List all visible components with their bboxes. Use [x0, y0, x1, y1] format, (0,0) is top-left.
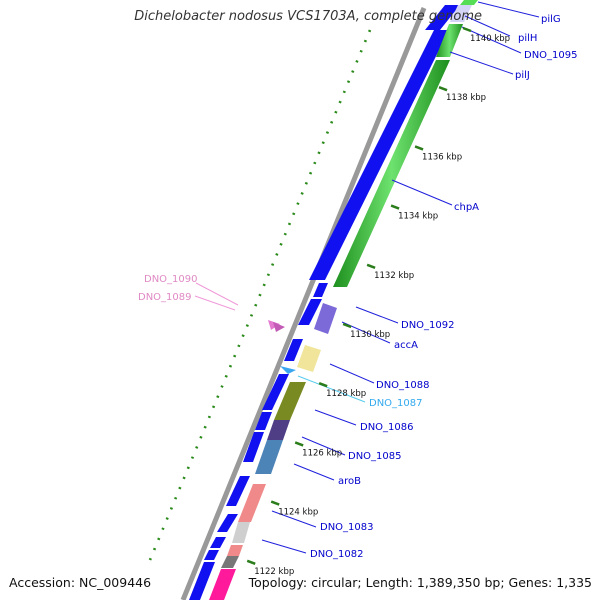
gene-label[interactable]: DNO_1090: [144, 274, 198, 285]
gene-feature: [226, 476, 250, 506]
gene-label[interactable]: chpA: [454, 202, 479, 213]
gene-label[interactable]: pilJ: [515, 70, 530, 81]
accession-text: Accession: NC_009446: [9, 575, 152, 590]
gene-labels: pilG pilH DNO_1095 pilJ chpA DNO_1092 ac…: [138, 14, 578, 560]
forward-strand-track: [209, 0, 478, 600]
reverse-strand-track: [189, 5, 460, 600]
gene-feature: [255, 440, 283, 474]
gene-feature: [267, 420, 290, 440]
scale-tick-label: 1136 kbp: [422, 152, 462, 162]
backbone-line: [180, 7, 427, 600]
pink-rna-feature: [273, 322, 285, 332]
gene-feature: [204, 550, 219, 560]
scale-tick-label: 1134 kbp: [398, 212, 438, 222]
gene-label[interactable]: DNO_1086: [360, 422, 414, 433]
gene-feature: [314, 303, 337, 334]
scale-tick: [342, 322, 352, 329]
gene-feature: [217, 514, 238, 532]
gene-feature: [436, 24, 463, 57]
gene-feature: [243, 432, 264, 462]
genome-summary-text: Topology: circular; Length: 1,389,350 bp…: [248, 575, 592, 590]
scale-tick-label: 1126 kbp: [302, 448, 342, 458]
gene-feature: [255, 412, 272, 430]
gene-feature: [189, 562, 215, 600]
scale-tick: [414, 145, 424, 151]
scale-tick: [438, 86, 448, 92]
scale-tick-label: 1132 kbp: [374, 271, 414, 281]
gene-label[interactable]: aroB: [338, 476, 361, 487]
scale-tick-label: 1128 kbp: [326, 389, 366, 399]
tick-scale: 1140 kbp 1138 kbp 1136 kbp 1134 kbp 1132 kbp…: [246, 26, 510, 577]
scale-tick-label: 1124 kbp: [278, 508, 318, 518]
scale-tick-label: 1138 kbp: [446, 93, 486, 103]
scale-tick-label: 1140 kbp: [470, 34, 510, 44]
content-dotted-trace: [148, 29, 372, 561]
gene-label[interactable]: DNO_1083: [320, 522, 374, 533]
gene-label[interactable]: DNO_1082: [310, 549, 364, 560]
gene-feature: [313, 283, 328, 297]
gene-feature: [221, 556, 239, 568]
gene-label[interactable]: DNO_1089: [138, 292, 192, 303]
gene-feature: [425, 5, 460, 30]
scale-tick: [366, 263, 376, 269]
gene-feature: [309, 30, 449, 280]
gene-label[interactable]: DNO_1085: [348, 451, 402, 462]
gene-label[interactable]: accA: [394, 340, 418, 351]
gene-feature: [274, 382, 306, 420]
label-leader-lines: [194, 1, 540, 554]
scale-tick: [246, 559, 256, 565]
gene-feature: [238, 484, 266, 522]
gene-feature: [298, 299, 322, 325]
scale-tick: [318, 382, 328, 388]
gene-feature: [209, 569, 236, 600]
gene-feature: [210, 537, 226, 548]
gene-label[interactable]: pilH: [518, 33, 537, 44]
scale-tick-label: 1122 kbp: [254, 567, 294, 577]
gene-feature: [460, 0, 478, 5]
gene-feature: [262, 374, 289, 410]
gene-feature: [232, 522, 250, 543]
gene-feature: [297, 345, 321, 372]
scale-tick: [294, 441, 304, 447]
gene-label[interactable]: pilG: [541, 14, 561, 25]
scale-tick: [270, 500, 280, 506]
gene-label[interactable]: DNO_1092: [401, 320, 455, 331]
scale-tick-label: 1130 kbp: [350, 330, 390, 340]
scale-tick: [462, 26, 472, 33]
gene-feature: [284, 339, 303, 361]
gene-feature: [333, 60, 450, 287]
gene-label[interactable]: DNO_1088: [376, 380, 430, 391]
gene-feature: [227, 545, 243, 556]
gene-feature: [450, 5, 472, 22]
cyan-rna-feature: [280, 366, 296, 374]
gene-label[interactable]: DNO_1095: [524, 50, 578, 61]
scale-tick: [390, 204, 400, 210]
gene-label[interactable]: DNO_1087: [369, 398, 423, 409]
map-title: Dichelobacter nodosus VCS1703A, complete…: [134, 9, 482, 24]
